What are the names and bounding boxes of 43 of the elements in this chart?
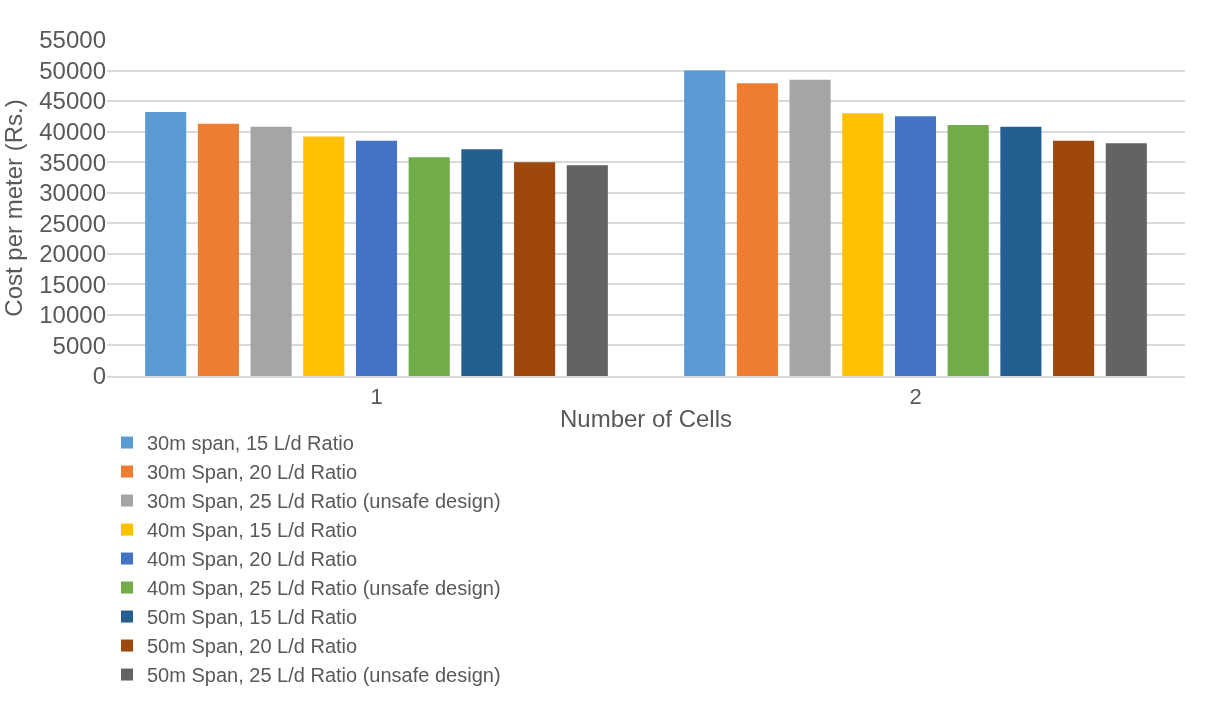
bar <box>514 162 556 376</box>
legend-label: 30m Span, 25 L/d Ratio (unsafe design) <box>147 490 501 513</box>
y-tick-label: 5000 <box>52 331 106 359</box>
legend-label: 30m Span, 20 L/d Ratio <box>147 461 358 484</box>
legend-label: 50m Span, 15 L/d Ratio <box>147 606 358 629</box>
bar <box>842 113 884 376</box>
bar <box>1053 140 1095 376</box>
y-tick-label: 45000 <box>39 87 106 115</box>
x-axis-title: Number of Cells <box>559 404 733 432</box>
y-tick-label: 55000 <box>39 26 106 54</box>
bar <box>566 165 608 376</box>
bar <box>408 157 450 376</box>
y-axis-title: Cost per meter (Rs.) <box>0 99 27 317</box>
y-tick-label: 40000 <box>39 118 106 146</box>
legend-label: 30m span, 15 L/d Ratio <box>147 432 354 455</box>
bar <box>197 123 239 376</box>
legend-label: 40m Span, 25 L/d Ratio (unsafe design) <box>147 577 501 600</box>
y-tick-label: 35000 <box>39 148 106 176</box>
bar <box>736 83 778 376</box>
bar <box>461 149 503 376</box>
bar <box>684 70 726 376</box>
x-tick-label: 1 <box>370 384 383 410</box>
legend-label: 50m Span, 20 L/d Ratio <box>147 635 358 658</box>
y-tick-label: 0 <box>92 362 106 390</box>
y-tick-label: 15000 <box>39 270 106 298</box>
y-tick-label: 25000 <box>39 209 106 237</box>
bar <box>947 124 989 376</box>
legend-label: 40m Span, 15 L/d Ratio <box>147 519 358 542</box>
y-tick-label: 30000 <box>39 179 106 207</box>
bar <box>894 116 937 376</box>
bar <box>1000 126 1042 376</box>
x-tick-label: 2 <box>909 384 922 410</box>
y-tick-label: 20000 <box>39 240 106 268</box>
y-tick-label: 50000 <box>39 56 106 84</box>
bar <box>145 112 187 376</box>
bar <box>303 136 345 376</box>
bar <box>355 140 398 376</box>
legend-label: 50m Span, 25 L/d Ratio (unsafe design) <box>147 664 501 687</box>
bar <box>1105 143 1147 376</box>
bar <box>250 126 292 376</box>
legend-label: 40m Span, 20 L/d Ratio <box>147 548 358 571</box>
y-tick-label: 10000 <box>39 301 106 329</box>
bar <box>789 79 831 376</box>
